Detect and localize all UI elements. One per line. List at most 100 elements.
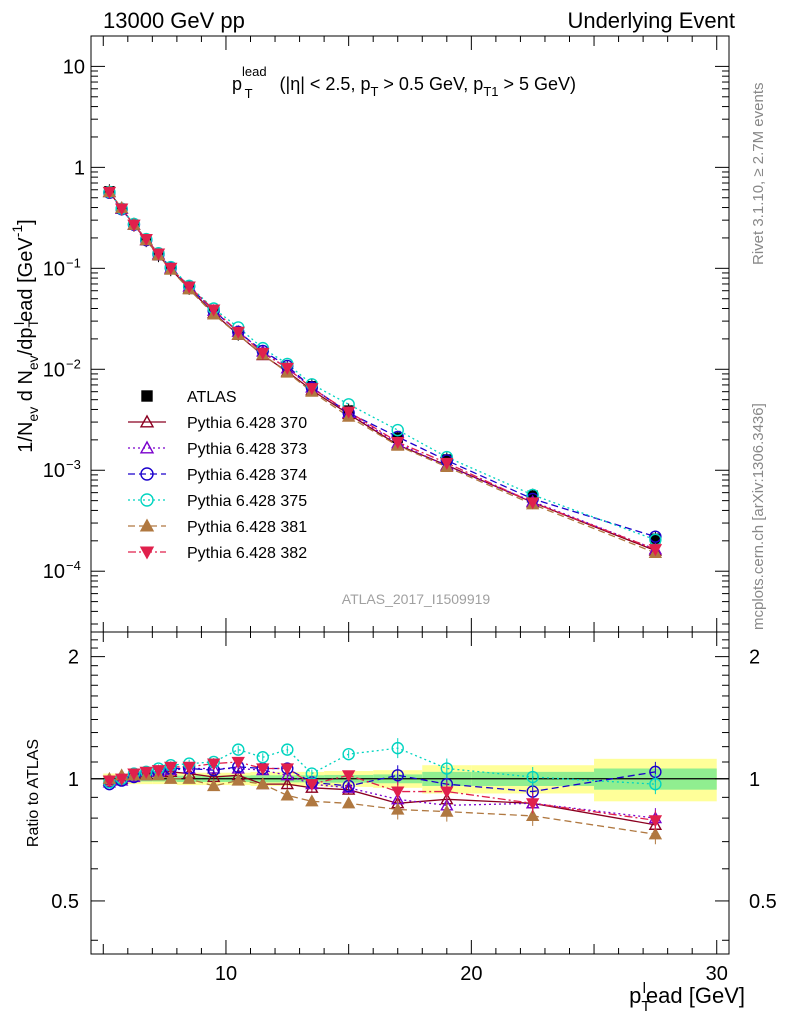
- main-point: [305, 383, 319, 396]
- ratio-x-ticks: 10 20 30: [102, 632, 728, 985]
- ratio-point: [281, 743, 294, 756]
- main-point: [649, 530, 662, 543]
- legend-label: ATLAS: [187, 389, 237, 406]
- legend-label: Pythia 6.428 375: [187, 493, 307, 510]
- legend-label: Pythia 6.428 374: [187, 467, 307, 484]
- ratio-point: [341, 782, 356, 795]
- ratio-point: [280, 788, 294, 801]
- ratio-panel: 0.5 0.5 1 1 2 2 10 20 30 Ratio to ATLAS pTlead …: [25, 631, 777, 1015]
- main-series-line: [108, 191, 656, 541]
- ratio-point: [232, 743, 245, 756]
- ratio-point: [139, 766, 153, 779]
- main-y-tick-label: 10: [43, 561, 65, 583]
- legend-label: Pythia 6.428 381: [187, 519, 307, 536]
- ratio-point: [280, 768, 294, 781]
- ratio-point: [231, 756, 245, 769]
- main-point: [127, 219, 141, 232]
- main-y-tick-label: 10: [43, 359, 65, 381]
- ratio-y-tick-label: 0.5: [51, 891, 79, 913]
- ratio-point: [114, 773, 129, 786]
- legend-label: Pythia 6.428 382: [187, 545, 307, 562]
- ratio-point: [391, 802, 405, 815]
- main-point: [139, 233, 153, 246]
- ratio-point: [391, 786, 405, 799]
- x-tick-label: 20: [460, 963, 482, 985]
- ratio-point: [648, 815, 663, 828]
- ratio-point: [526, 798, 540, 811]
- ratio-point: [102, 775, 117, 788]
- main-point: [182, 281, 196, 294]
- header-left: 13000 GeV pp: [103, 8, 245, 33]
- ratio-point: [648, 827, 663, 840]
- header-right: Underlying Event: [567, 8, 735, 33]
- ratio-point: [164, 761, 178, 774]
- ratio-point: [182, 761, 196, 774]
- main-point: [102, 186, 117, 199]
- ratio-point: [341, 770, 356, 783]
- ratio-point: [341, 796, 356, 809]
- main-point: [440, 457, 454, 470]
- ratio-point: [280, 763, 294, 776]
- ratio-point: [164, 771, 178, 784]
- main-point: [114, 203, 129, 216]
- ratio-point: [256, 751, 269, 764]
- ratio-y-tick-label-right: 1: [749, 769, 760, 791]
- main-point: [526, 497, 540, 510]
- main-y-tick-label: 1: [74, 157, 85, 179]
- ratio-point: [305, 779, 319, 792]
- ratio-point: [182, 771, 196, 784]
- ratio-point: [256, 763, 270, 776]
- ratio-point: [341, 780, 356, 793]
- main-point: [391, 437, 405, 450]
- main-y-tick-exponent: −3: [66, 457, 81, 472]
- ratio-point: [231, 773, 245, 786]
- main-point: [256, 347, 270, 360]
- ratio-y-tick-label-right: 0.5: [749, 891, 777, 913]
- ratio-y-tick-label: 1: [68, 769, 79, 791]
- ratio-point: [342, 747, 355, 761]
- ratio-point: [391, 769, 404, 782]
- legend-marker: [141, 390, 153, 402]
- ratio-point: [256, 777, 270, 790]
- x-axis-label: pTlead [GeV]: [629, 980, 745, 1015]
- main-point: [391, 423, 404, 437]
- main-y-tick-exponent: −2: [66, 356, 81, 371]
- ratio-y-tick-label: 2: [68, 647, 79, 669]
- legend-marker: [140, 467, 154, 481]
- ratio-point: [440, 786, 454, 799]
- analysis-watermark: ATLAS_2017_I1509919: [342, 591, 491, 607]
- ratio-point: [440, 762, 454, 775]
- main-y-tick-label: 10: [63, 56, 85, 78]
- legend-label: Pythia 6.428 373: [187, 441, 307, 458]
- legend-label: Pythia 6.428 370: [187, 415, 307, 432]
- legend: ATLAS Pythia 6.428 370 Pythia 6.428 373 Pyt…: [128, 389, 307, 562]
- main-y-axis-label: 1/Nev d Nev/dpTlead [GeV-1]: [9, 219, 41, 452]
- ratio-point: [526, 808, 540, 822]
- legend-marker: [139, 518, 155, 532]
- main-point: [231, 326, 245, 339]
- ratio-point: [391, 741, 404, 755]
- ratio-point: [305, 794, 319, 807]
- ratio-y-axis-label: Ratio to ATLAS: [25, 739, 42, 847]
- ratio-y-tick-label-right: 2: [749, 647, 760, 669]
- ratio-point: [127, 768, 141, 781]
- x-tick-label: 30: [706, 963, 728, 985]
- main-title: plead T (|η| < 2.5, pT > 0.5 GeV, pT1 > 5…: [232, 64, 576, 101]
- main-series-markers: [102, 184, 663, 558]
- ratio-point: [151, 765, 166, 778]
- main-point: [151, 248, 166, 261]
- ratio-point: [649, 777, 662, 791]
- legend-marker: [139, 440, 155, 454]
- main-point: [280, 362, 294, 375]
- main-y-tick-exponent: −4: [66, 558, 81, 573]
- side-label-rivet: Rivet 3.1.10, ≥ 2.7M events: [750, 83, 767, 266]
- main-point: [648, 544, 663, 557]
- x-tick-label: 10: [215, 963, 237, 985]
- ratio-point: [207, 779, 221, 792]
- ratio-y-ticks: 0.5 0.5 1 1 2 2: [51, 639, 777, 941]
- main-y-tick-label: 10: [43, 460, 65, 482]
- main-point: [164, 262, 178, 275]
